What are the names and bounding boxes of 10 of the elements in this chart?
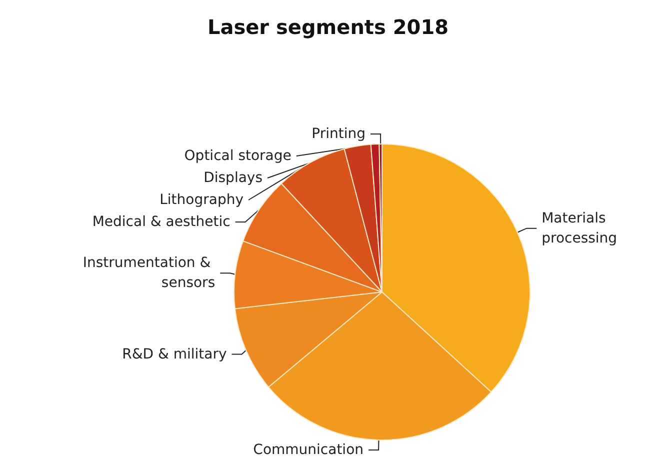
slice-label: Instrumentation & sensors	[82, 255, 216, 292]
slice-label: Displays	[204, 170, 262, 186]
slice-label: Lithography	[160, 192, 244, 208]
slice-label: Medical & aesthetic	[92, 214, 230, 230]
chart-title: Laser segments 2018	[207, 15, 449, 39]
slice-label: Communication	[253, 442, 364, 458]
slice-label: Optical storage	[184, 148, 292, 164]
slice-label: Printing	[312, 126, 366, 142]
slice-label: R&D & military	[122, 346, 227, 362]
slice-label: Materials processing	[542, 210, 618, 246]
